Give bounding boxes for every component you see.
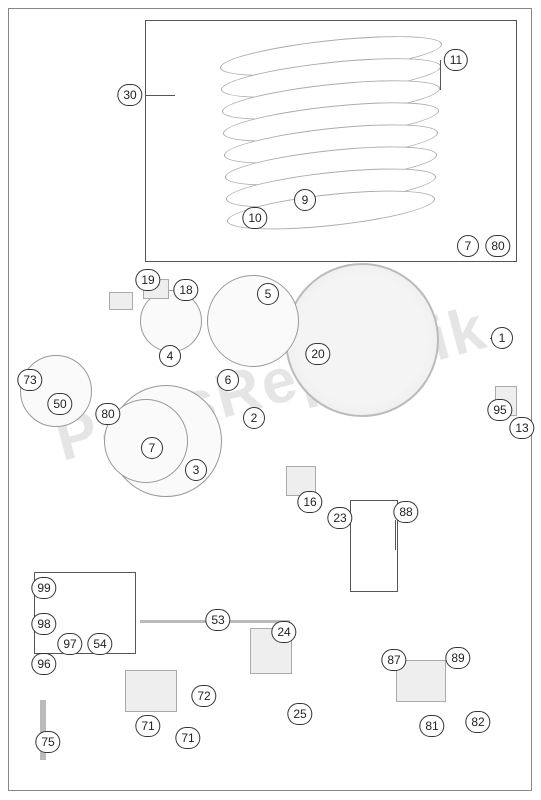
callout-54: 54	[87, 633, 112, 655]
callout-88: 88	[393, 501, 418, 523]
callout-87: 87	[381, 649, 406, 671]
callout-9: 9	[294, 189, 316, 211]
callout-82: 82	[465, 711, 490, 733]
callout-11: 11	[444, 49, 468, 71]
nut	[109, 292, 133, 310]
callout-1: 1	[491, 327, 513, 349]
callout-23: 23	[327, 507, 352, 529]
callout-3: 3	[185, 459, 207, 481]
callout-13: 13	[509, 417, 534, 439]
callout-16: 16	[297, 491, 322, 513]
gear-outer-clutch	[285, 263, 439, 417]
master-cyl	[125, 670, 177, 712]
callout-89: 89	[445, 647, 470, 669]
callout-72: 72	[191, 685, 216, 707]
callout-98: 98	[31, 613, 56, 635]
pressure-plate	[207, 275, 299, 367]
callout-5: 5	[257, 283, 279, 305]
callout-80: 80	[485, 235, 510, 257]
callout-99: 99	[31, 577, 56, 599]
callout-7: 7	[457, 235, 479, 257]
leader-line	[145, 95, 175, 96]
bleeder-kit-box	[350, 500, 398, 592]
callout-18: 18	[173, 279, 198, 301]
callout-24: 24	[271, 621, 296, 643]
callout-75: 75	[35, 731, 60, 753]
callout-6: 6	[217, 369, 239, 391]
callout-7: 7	[141, 437, 163, 459]
callout-95: 95	[487, 399, 512, 421]
shim-ring	[20, 355, 92, 427]
leader-line	[395, 520, 396, 550]
callout-71: 71	[135, 715, 160, 737]
callout-2: 2	[243, 407, 265, 429]
callout-25: 25	[287, 703, 312, 725]
callout-96: 96	[31, 653, 56, 675]
callout-97: 97	[57, 633, 82, 655]
callout-10: 10	[242, 207, 267, 229]
callout-30: 30	[117, 84, 142, 106]
callout-50: 50	[47, 393, 72, 415]
leader-line	[440, 60, 441, 90]
callout-4: 4	[159, 345, 181, 367]
callout-81: 81	[419, 715, 444, 737]
callout-19: 19	[135, 269, 160, 291]
callout-20: 20	[305, 343, 330, 365]
callout-73: 73	[17, 369, 42, 391]
callout-80: 80	[95, 403, 120, 425]
callout-71: 71	[175, 727, 200, 749]
callout-53: 53	[205, 609, 230, 631]
